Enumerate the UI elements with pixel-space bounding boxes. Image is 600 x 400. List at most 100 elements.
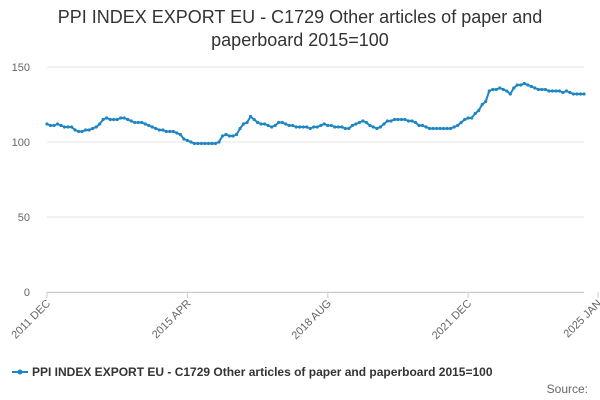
data-point	[442, 126, 446, 131]
data-point	[171, 129, 175, 134]
data-point	[347, 126, 351, 131]
data-point	[150, 125, 154, 129]
data-point	[378, 125, 383, 129]
data-point	[354, 122, 358, 126]
data-point	[224, 132, 228, 137]
data-point	[424, 125, 428, 129]
data-point	[361, 119, 365, 123]
data-point	[161, 128, 165, 132]
data-point	[76, 129, 81, 134]
data-point	[252, 117, 256, 122]
data-point	[263, 122, 267, 126]
data-point	[466, 116, 470, 120]
data-point	[59, 123, 63, 128]
data-point	[91, 126, 95, 131]
data-point	[217, 140, 221, 144]
data-point	[154, 126, 158, 131]
data-point	[333, 125, 337, 129]
chart-legend[interactable]: PPI INDEX EXPORT EU - C1729 Other articl…	[12, 365, 493, 379]
data-point	[543, 87, 547, 92]
data-point	[385, 119, 390, 123]
data-point	[340, 125, 344, 129]
data-point	[480, 102, 484, 107]
data-point	[136, 120, 140, 125]
data-point	[315, 125, 319, 129]
data-point	[273, 123, 277, 128]
data-point	[526, 83, 530, 87]
data-point	[231, 134, 235, 138]
data-point	[48, 123, 53, 128]
data-point	[245, 120, 249, 125]
data-point	[213, 141, 218, 146]
data-point	[182, 137, 186, 141]
data-point	[62, 125, 67, 129]
data-point	[547, 89, 551, 93]
data-point	[473, 111, 477, 116]
data-point	[241, 122, 246, 126]
data-point	[287, 123, 291, 128]
data-point	[196, 141, 200, 146]
data-point	[375, 126, 379, 131]
data-point	[494, 87, 498, 92]
data-point	[140, 120, 144, 125]
data-point	[417, 123, 421, 128]
data-point	[105, 116, 109, 120]
data-point	[420, 123, 425, 128]
data-point	[248, 114, 253, 119]
data-point	[427, 126, 432, 131]
data-point	[143, 122, 147, 126]
y-tick-label-150: 150	[12, 62, 30, 74]
data-point	[238, 126, 242, 131]
data-point	[69, 125, 74, 129]
data-point	[305, 125, 309, 129]
data-point	[189, 140, 193, 144]
data-point	[270, 125, 274, 129]
legend-line-marker-icon	[12, 367, 28, 377]
data-point	[101, 117, 105, 122]
data-point	[206, 141, 211, 146]
data-point	[298, 125, 302, 129]
source-label: Source:	[546, 382, 588, 396]
data-point	[371, 125, 376, 129]
data-point	[312, 125, 316, 129]
data-point	[234, 132, 239, 137]
data-point	[512, 86, 516, 90]
data-point	[336, 125, 340, 129]
x-tick-label-0: 2011 DEC	[9, 298, 53, 342]
data-point	[210, 141, 214, 146]
legend-label: PPI INDEX EXPORT EU - C1729 Other articl…	[32, 365, 493, 379]
data-point	[157, 128, 161, 132]
data-point	[119, 116, 123, 120]
data-point	[301, 125, 305, 129]
data-point	[484, 99, 488, 104]
data-point	[470, 116, 474, 120]
data-point	[406, 119, 411, 123]
data-point	[175, 131, 179, 135]
data-point	[459, 120, 463, 125]
y-tick-label-100: 100	[12, 137, 30, 149]
data-point	[80, 129, 84, 134]
data-point	[66, 125, 70, 129]
data-point	[578, 92, 583, 96]
data-point	[487, 89, 491, 93]
data-point	[564, 89, 569, 93]
data-point	[326, 123, 330, 128]
data-point	[266, 123, 270, 128]
y-tick-label-0: 0	[24, 287, 30, 299]
data-point	[508, 92, 512, 96]
data-point	[515, 83, 519, 87]
data-point	[438, 126, 442, 131]
data-point	[410, 119, 414, 123]
data-point	[133, 120, 137, 125]
data-point	[529, 84, 533, 89]
data-point	[55, 122, 60, 126]
data-point	[94, 125, 98, 129]
data-point	[452, 125, 456, 129]
data-point	[343, 126, 347, 131]
data-point	[445, 126, 449, 131]
chart-title-line-1: PPI INDEX EXPORT EU - C1729 Other articl…	[57, 7, 543, 27]
data-point	[122, 116, 126, 120]
data-point	[431, 126, 435, 131]
data-point	[308, 126, 312, 131]
